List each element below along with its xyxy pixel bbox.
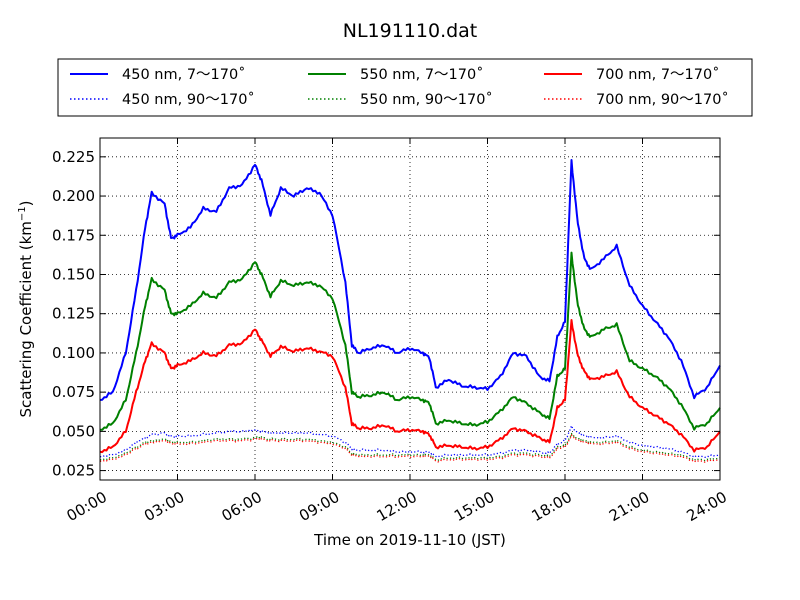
plot-area [100,138,720,480]
y-tick-label: 0.150 [52,265,95,283]
series-line-1 [100,251,721,431]
x-axis-label: Time on 2019-11-10 (JST) [313,531,506,549]
y-tick-label: 0.125 [52,305,95,323]
legend-box [57,58,753,117]
legend-label: 700 nm, 90～170˚ [596,91,729,108]
chart-title: NL191110.dat [343,20,478,42]
y-axis-label-superscript: −1 [17,206,28,221]
legend-label: 700 nm, 7～170˚ [596,66,719,83]
y-tick-label: 0.100 [52,344,95,362]
series-line-2 [99,319,721,454]
legend-label: 550 nm, 7～170˚ [360,66,483,83]
y-tick-label: 0.025 [52,462,95,480]
legend-label: 450 nm, 90～170˚ [122,91,255,108]
y-tick-label: 0.050 [52,422,95,440]
y-tick-label: 0.075 [52,383,95,401]
grid-lines [99,138,721,480]
y-tick-label: 0.200 [52,187,95,205]
legend-label: 450 nm, 7～170˚ [122,66,245,83]
legend-label: 550 nm, 90～170˚ [360,91,493,108]
legend: 450 nm, 7～170˚ 450 nm, 90～170˚ 550 nm, 7～1… [57,58,753,117]
y-axis-label-main: Scattering Coefficient (km [17,221,35,417]
y-tick-label: 0.175 [52,226,95,244]
y-tick-label: 0.225 [52,148,95,166]
y-axis-label: Scattering Coefficient (km−1) [17,200,35,417]
series-lines [99,159,721,463]
y-axis-label-end: ) [17,200,35,206]
series-line-0 [99,159,721,401]
